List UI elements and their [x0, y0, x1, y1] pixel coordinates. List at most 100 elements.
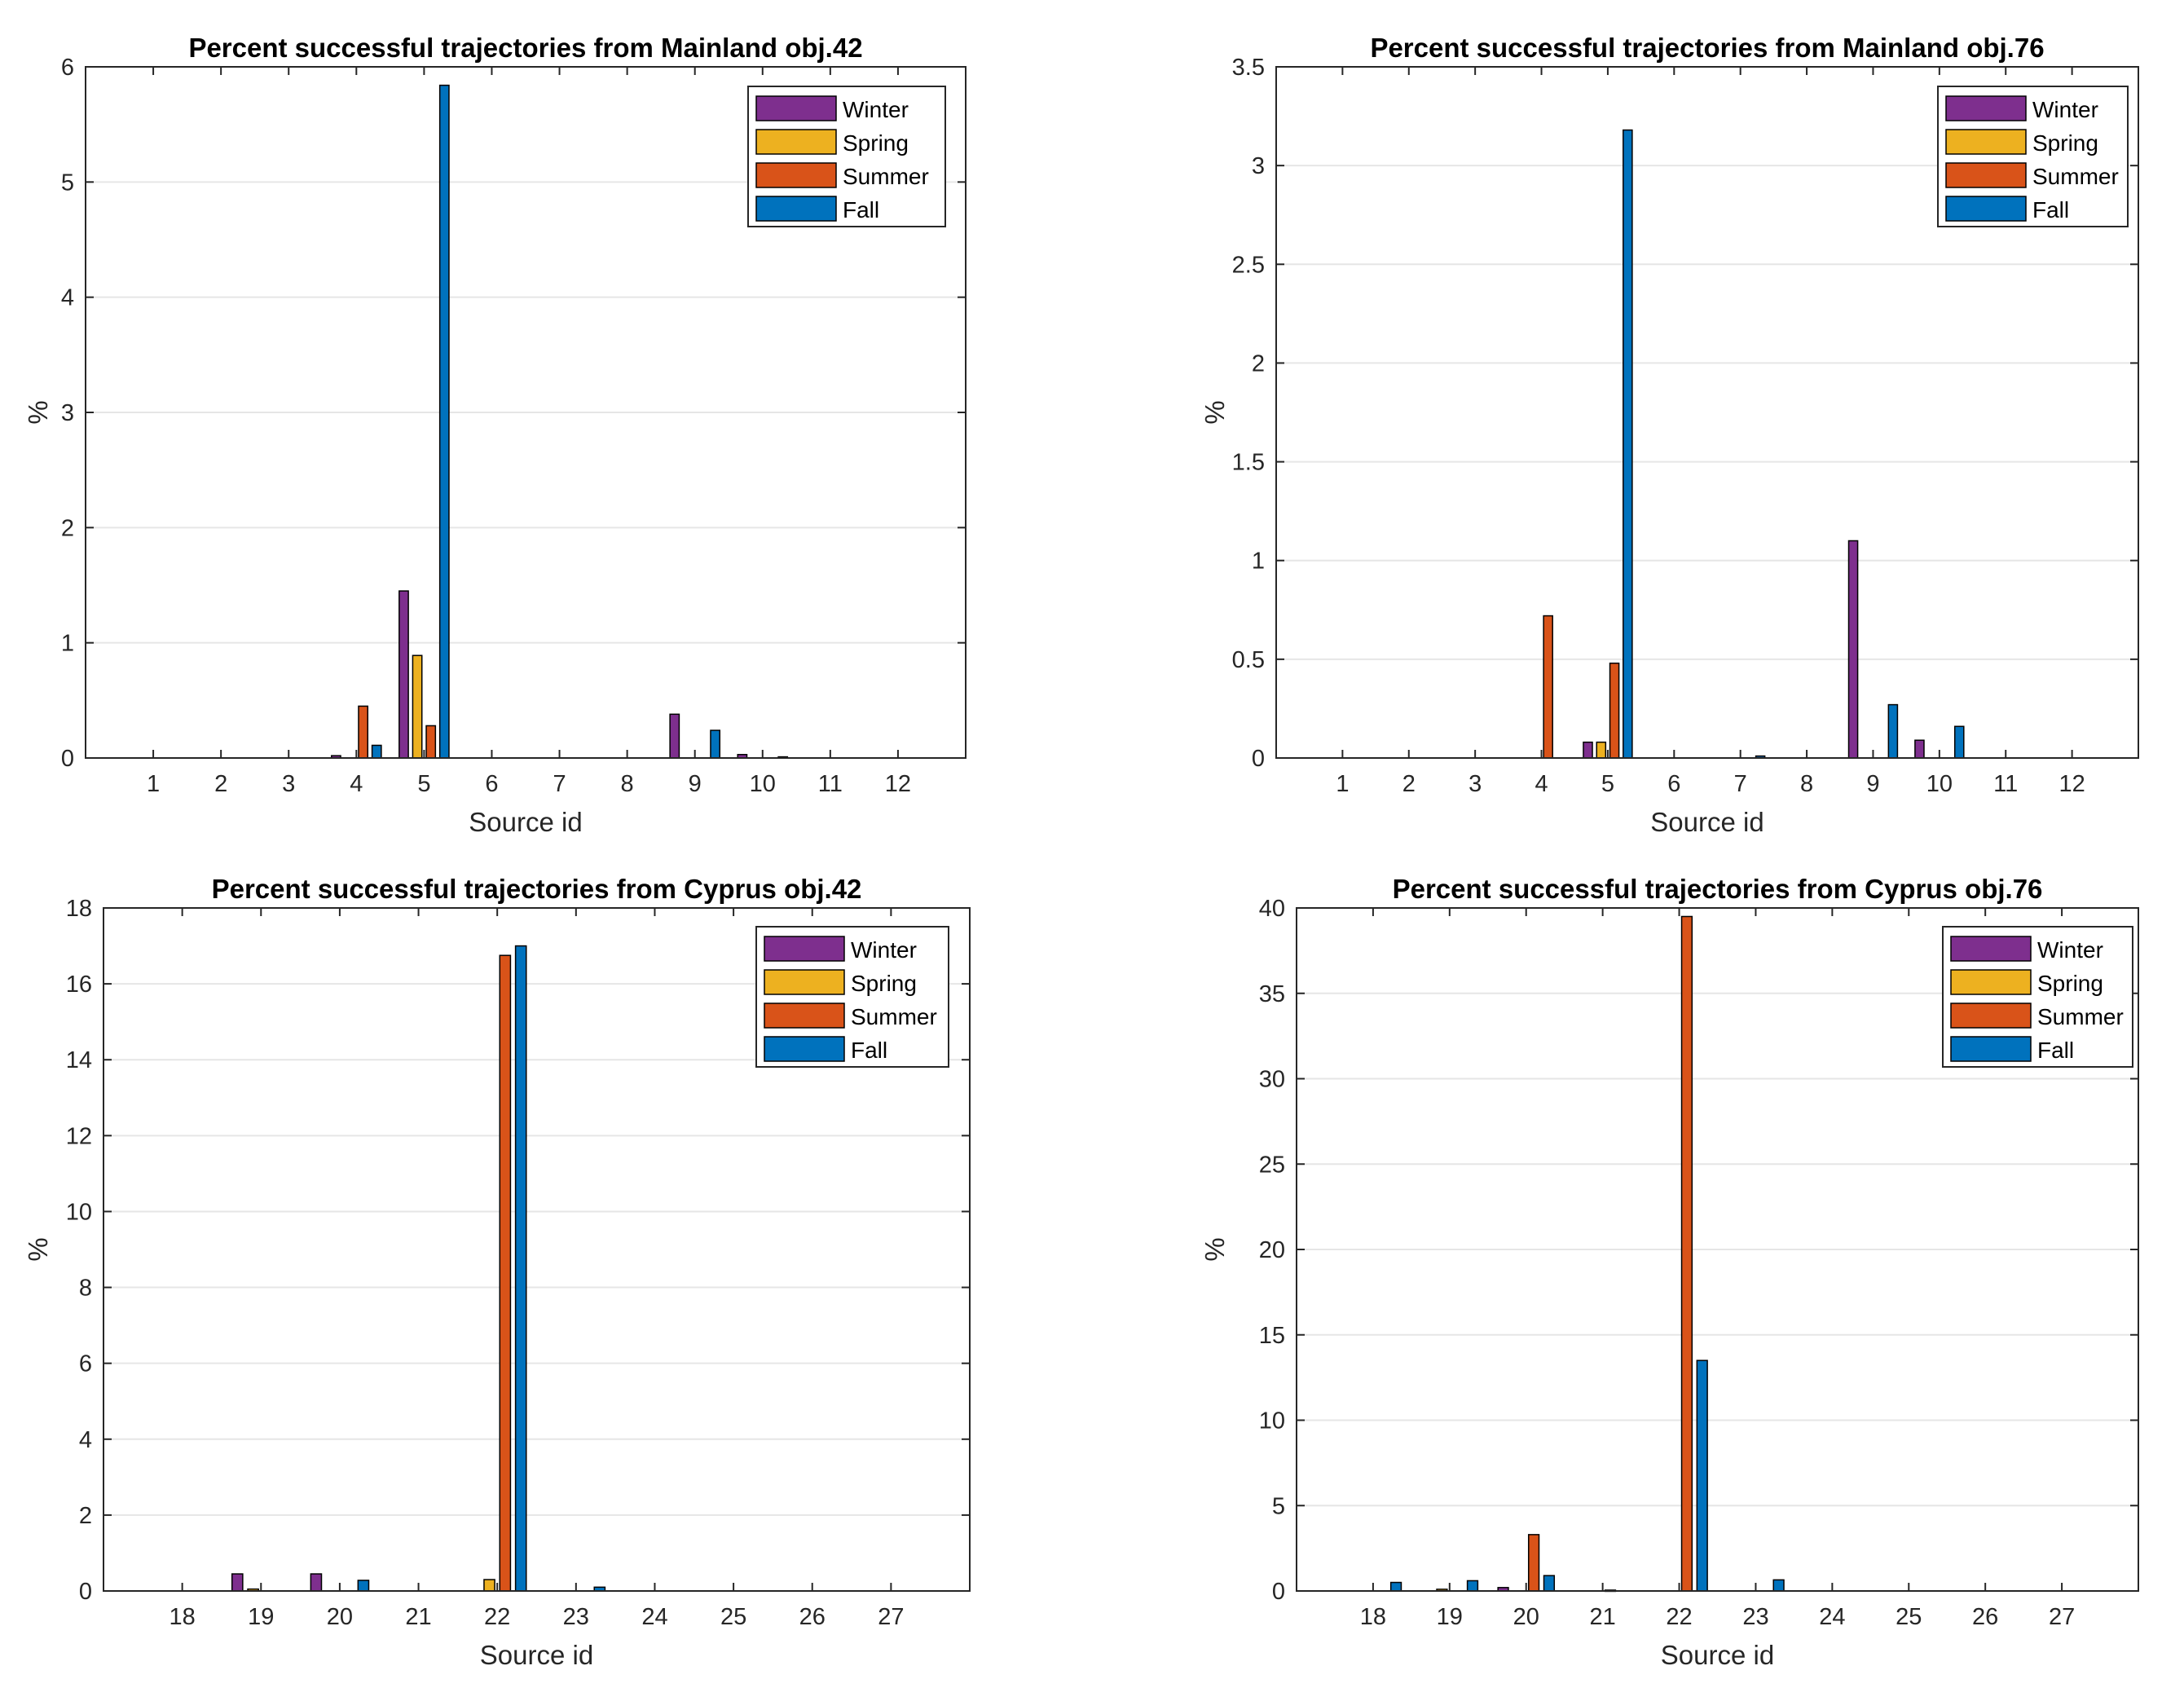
- x-tick-label: 12: [885, 771, 911, 797]
- x-tick-label: 19: [248, 1604, 274, 1630]
- x-tick-label: 25: [1896, 1604, 1922, 1630]
- legend-swatch-spring: [764, 969, 845, 995]
- bar-fall-20: [1543, 1575, 1556, 1592]
- bar-fall-4: [371, 744, 382, 759]
- y-tick-label: 3.5: [1232, 55, 1265, 81]
- x-tick-label: 23: [1742, 1604, 1768, 1630]
- legend-label-winter: Winter: [2032, 97, 2098, 122]
- legend-label-fall: Fall: [843, 197, 879, 223]
- x-tick-label: 25: [720, 1604, 746, 1630]
- x-axis-label: Source id: [1661, 1640, 1774, 1670]
- y-tick-label: 5: [1272, 1493, 1285, 1519]
- legend-swatch-fall: [764, 1036, 845, 1062]
- y-tick-label: 30: [1259, 1067, 1285, 1093]
- x-tick-label: 1: [1336, 771, 1349, 797]
- chart-title: Percent successful trajectories from Cyp…: [1393, 874, 2043, 904]
- y-tick-label: 12: [66, 1123, 92, 1149]
- x-tick-label: 24: [641, 1604, 667, 1630]
- legend-swatch-spring: [1950, 969, 2032, 995]
- bar-summer-4: [1543, 615, 1553, 759]
- y-tick-label: 10: [1259, 1408, 1285, 1434]
- x-tick-label: 11: [818, 771, 843, 797]
- y-axis-label: %: [23, 1237, 53, 1261]
- bar-fall-22: [514, 945, 527, 1592]
- x-tick-label: 5: [417, 771, 430, 797]
- x-tick-label: 26: [1972, 1604, 1998, 1630]
- bar-fall-23: [1772, 1579, 1785, 1592]
- legend-label-spring: Spring: [2037, 971, 2103, 996]
- x-tick-label: 12: [2059, 771, 2085, 797]
- axes-box: [103, 907, 971, 1592]
- legend-label-winter: Winter: [843, 97, 909, 122]
- bar-winter-20: [310, 1573, 323, 1592]
- x-tick-label: 7: [553, 771, 566, 797]
- x-tick-label: 8: [1800, 771, 1813, 797]
- x-tick-label: 18: [170, 1604, 196, 1630]
- y-tick-label: 3: [1252, 153, 1265, 179]
- legend-label-fall: Fall: [851, 1038, 887, 1063]
- y-tick-label: 8: [79, 1276, 92, 1302]
- y-tick-label: 35: [1259, 981, 1285, 1007]
- y-tick-label: 1: [61, 631, 74, 657]
- x-tick-label: 10: [750, 771, 776, 797]
- legend: Winter Spring Summer Fall: [1942, 926, 2133, 1068]
- bar-summer-20: [1527, 1534, 1540, 1592]
- x-tick-label: 24: [1819, 1604, 1845, 1630]
- legend-label-winter: Winter: [851, 937, 917, 963]
- legend-label-summer: Summer: [843, 164, 929, 189]
- x-tick-label: 23: [563, 1604, 589, 1630]
- y-axis-label: %: [1200, 1237, 1230, 1261]
- bar-winter-5: [1583, 741, 1593, 759]
- bar-fall-5: [1623, 129, 1633, 759]
- bar-summer-22: [499, 954, 512, 1592]
- bar-winter-5: [398, 590, 409, 759]
- legend-label-winter: Winter: [2037, 937, 2103, 963]
- x-tick-label: 10: [1926, 771, 1953, 797]
- x-tick-label: 20: [1513, 1604, 1539, 1630]
- chart-4: 0 5 10 15 20 25 30 35 40 18 19 20 21 22 23 24 25 26 27 Perc…: [1200, 874, 2139, 1670]
- legend-swatch-winter: [764, 936, 845, 962]
- y-tick-label: 5: [61, 170, 74, 196]
- y-tick-label: 14: [66, 1047, 92, 1073]
- x-tick-label: 2: [214, 771, 227, 797]
- x-tick-label: 6: [1667, 771, 1680, 797]
- x-tick-label: 18: [1360, 1604, 1386, 1630]
- x-tick-label: 7: [1734, 771, 1747, 797]
- axes-box: [85, 66, 967, 759]
- y-axis-label: %: [1200, 400, 1230, 424]
- axes-box: [1275, 66, 2139, 759]
- chart-title: Percent successful trajectories from Mai…: [188, 33, 862, 63]
- legend: Winter Spring Summer Fall: [1937, 86, 2129, 227]
- y-tick-label: 16: [66, 972, 92, 998]
- y-tick-label: 6: [61, 55, 74, 81]
- y-tick-label: 2: [1252, 350, 1265, 377]
- x-tick-label: 27: [878, 1604, 904, 1630]
- legend-label-fall: Fall: [2037, 1038, 2074, 1063]
- y-tick-label: 2: [79, 1503, 92, 1529]
- y-tick-label: 2.5: [1232, 252, 1265, 278]
- bar-fall-9: [710, 729, 721, 759]
- y-tick-label: 0.5: [1232, 647, 1265, 673]
- bar-fall-9: [1887, 703, 1899, 759]
- y-tick-label: 0: [1252, 746, 1265, 772]
- legend-swatch-fall: [1950, 1036, 2032, 1062]
- bar-spring-5: [1596, 741, 1607, 759]
- y-tick-label: 1: [1252, 549, 1265, 575]
- legend-swatch-summer: [1945, 162, 2027, 188]
- legend-label-spring: Spring: [2032, 130, 2098, 156]
- bar-winter-19: [231, 1573, 244, 1592]
- y-tick-label: 15: [1259, 1323, 1285, 1349]
- y-tick-label: 0: [61, 746, 74, 772]
- bar-winter-10: [1914, 739, 1925, 759]
- legend-label-summer: Summer: [2032, 164, 2119, 189]
- x-axis-label: Source id: [480, 1640, 593, 1670]
- bar-summer-4: [358, 705, 369, 759]
- bar-winter-9: [1847, 540, 1859, 759]
- legend-swatch-summer: [1950, 1003, 2032, 1029]
- y-tick-label: 1.5: [1232, 450, 1265, 476]
- chart-title: Percent successful trajectories from Mai…: [1370, 33, 2044, 63]
- bar-fall-19: [1466, 1580, 1479, 1592]
- bar-winter-9: [669, 713, 680, 759]
- x-tick-label: 4: [1535, 771, 1548, 797]
